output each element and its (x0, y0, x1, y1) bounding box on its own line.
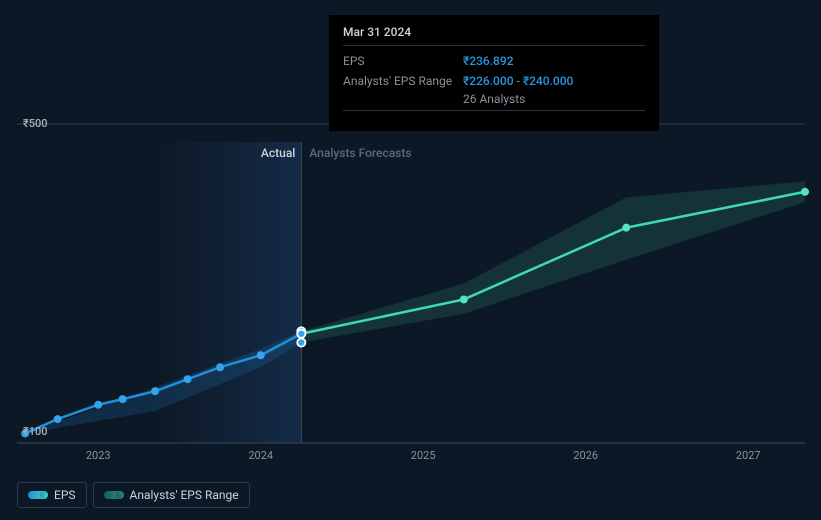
chart-legend: EPS Analysts' EPS Range (17, 482, 250, 508)
hover-marker-dot (298, 339, 304, 345)
legend-item[interactable]: EPS (17, 482, 87, 508)
x-axis-tick: 2023 (86, 449, 111, 462)
x-axis-tick: 2024 (248, 449, 273, 462)
forecast-section-label: Analysts Forecasts (309, 146, 411, 160)
tooltip-row-label: Analysts' EPS Range (343, 72, 463, 90)
hover-marker-dot (298, 331, 304, 337)
eps-actual-point[interactable] (54, 415, 62, 423)
eps-forecast-point[interactable] (622, 224, 630, 232)
eps-forecast-point[interactable] (801, 188, 809, 196)
chart-container: ₹500 ₹100 Actual Analysts Forecasts 2023… (0, 0, 821, 520)
x-axis-tick: 2026 (573, 449, 598, 462)
legend-label: EPS (54, 488, 76, 502)
tooltip-date: Mar 31 2024 (343, 25, 645, 39)
eps-actual-point[interactable] (184, 375, 192, 383)
legend-item[interactable]: Analysts' EPS Range (93, 482, 250, 508)
eps-actual-point[interactable] (257, 351, 265, 359)
tooltip-row: Analysts' EPS Range₹226.000 - ₹240.000 (343, 72, 645, 90)
tooltip-row-label: EPS (343, 52, 463, 70)
tooltip-analyst-count: 26 Analysts (463, 92, 645, 106)
eps-actual-point[interactable] (119, 395, 127, 403)
eps-actual-point[interactable] (151, 387, 159, 395)
tooltip-divider (343, 45, 645, 46)
tooltip-row-value: ₹236.892 (463, 52, 514, 70)
legend-label: Analysts' EPS Range (130, 488, 239, 502)
eps-actual-point[interactable] (216, 363, 224, 371)
chart-tooltip: Mar 31 2024 EPS₹236.892Analysts' EPS Ran… (329, 15, 659, 131)
eps-forecast-point[interactable] (460, 295, 468, 303)
eps-actual-point[interactable] (94, 401, 102, 409)
x-axis-tick: 2027 (736, 449, 761, 462)
legend-swatch (104, 491, 122, 499)
tooltip-row: EPS₹236.892 (343, 52, 645, 70)
tooltip-divider (343, 110, 645, 111)
y-axis-label-max: ₹500 (23, 117, 48, 130)
legend-swatch (28, 491, 46, 499)
tooltip-row-value: ₹226.000 - ₹240.000 (463, 72, 573, 90)
y-axis-label-min: ₹100 (23, 425, 48, 438)
actual-section-label: Actual (261, 146, 295, 160)
x-axis-tick: 2025 (411, 449, 436, 462)
